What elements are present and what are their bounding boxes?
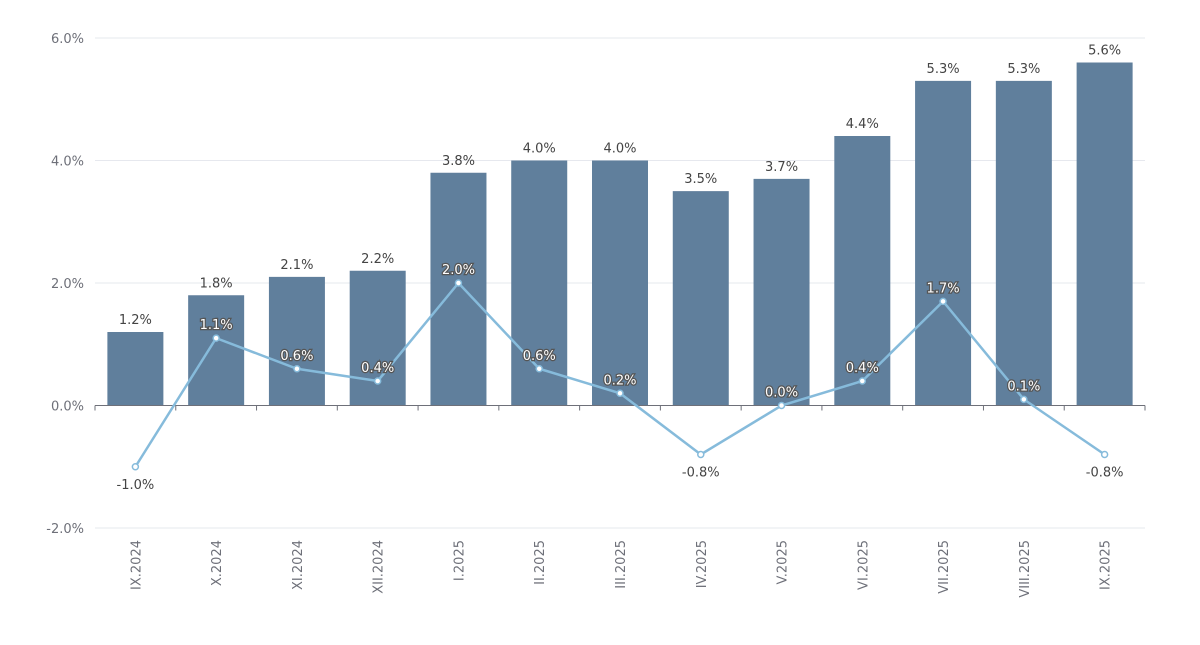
- y-tick-label: -2.0%: [46, 522, 84, 537]
- bar: [511, 160, 568, 406]
- line-data-label: 0.0%: [765, 386, 798, 401]
- line-data-label: 0.2%: [603, 373, 636, 388]
- y-tick-label: 2.0%: [51, 277, 84, 292]
- line-point: [293, 365, 301, 373]
- y-tick-label: 4.0%: [51, 155, 84, 170]
- y-tick-label: 0.0%: [51, 400, 84, 415]
- x-tick-label: XII.2024: [372, 540, 387, 594]
- x-tick-label: XI.2024: [291, 540, 306, 590]
- bar-data-label: 3.5%: [684, 172, 717, 187]
- bar: [915, 80, 972, 406]
- bar: [1076, 62, 1133, 406]
- line-data-label: 0.1%: [1007, 379, 1040, 394]
- bar-data-label: 1.8%: [200, 276, 233, 291]
- line-data-label: 2.0%: [442, 263, 475, 278]
- bar-data-label: 1.2%: [119, 313, 152, 328]
- line-point: [697, 450, 705, 459]
- x-tick-label: VIII.2025: [1018, 540, 1033, 598]
- line-data-label: 0.6%: [523, 349, 556, 364]
- x-tick-label: VI.2025: [856, 540, 871, 590]
- line-data-label: 1.1%: [200, 318, 233, 333]
- line-point: [777, 401, 786, 410]
- bar: [753, 178, 810, 406]
- line-point: [535, 365, 543, 373]
- line-point: [1100, 450, 1109, 459]
- line-data-label: 0.6%: [280, 349, 313, 364]
- bar-data-label: 4.0%: [523, 142, 556, 157]
- bar: [834, 136, 891, 406]
- line-data-label: 0.4%: [846, 361, 879, 376]
- x-tick-label: IX.2025: [1099, 540, 1114, 590]
- line-data-label: 1.7%: [927, 281, 960, 296]
- bar: [349, 270, 406, 406]
- bar-data-label: 5.6%: [1088, 44, 1121, 59]
- x-tick-label: III.2025: [614, 540, 629, 589]
- x-tick-label: I.2025: [452, 540, 467, 581]
- line-point: [373, 377, 382, 385]
- x-tick-label: VII.2025: [937, 540, 952, 594]
- bar: [188, 295, 245, 406]
- line-point: [939, 297, 947, 306]
- line-data-label: -0.8%: [1086, 466, 1124, 481]
- y-tick-label: 6.0%: [51, 32, 84, 47]
- line-point: [212, 334, 220, 342]
- line-point: [454, 279, 463, 287]
- bar: [995, 80, 1052, 406]
- x-tick-label: X.2024: [210, 540, 225, 586]
- x-tick-label: V.2025: [776, 540, 791, 584]
- x-tick-label: IX.2024: [129, 540, 144, 590]
- bar-data-label: 4.4%: [846, 117, 879, 132]
- bar-data-label: 2.2%: [361, 252, 394, 267]
- line-point: [131, 463, 140, 471]
- bar: [672, 191, 729, 406]
- line-data-label: 0.4%: [361, 361, 394, 376]
- bar: [268, 276, 325, 406]
- bar-data-label: 4.0%: [603, 142, 636, 157]
- x-tick-label: II.2025: [533, 540, 548, 585]
- bar: [107, 332, 164, 406]
- bar: [430, 172, 487, 406]
- line-point: [1020, 395, 1028, 404]
- bar-data-label: 3.7%: [765, 160, 798, 175]
- line-point: [616, 389, 624, 397]
- line-data-label: -1.0%: [117, 478, 155, 493]
- bar-data-label: 5.3%: [1007, 62, 1040, 77]
- bar: [592, 160, 648, 406]
- line-data-label: -0.8%: [682, 466, 720, 481]
- bar-data-label: 5.3%: [927, 62, 960, 77]
- bar-data-label: 2.1%: [280, 258, 313, 273]
- line-point: [858, 377, 867, 385]
- x-tick-label: IV.2025: [695, 540, 710, 588]
- bar-data-label: 3.8%: [442, 154, 475, 169]
